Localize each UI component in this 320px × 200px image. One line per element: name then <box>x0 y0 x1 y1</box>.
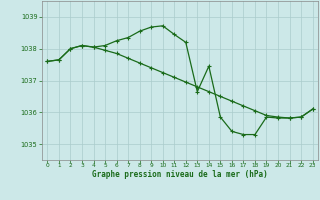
X-axis label: Graphe pression niveau de la mer (hPa): Graphe pression niveau de la mer (hPa) <box>92 170 268 179</box>
